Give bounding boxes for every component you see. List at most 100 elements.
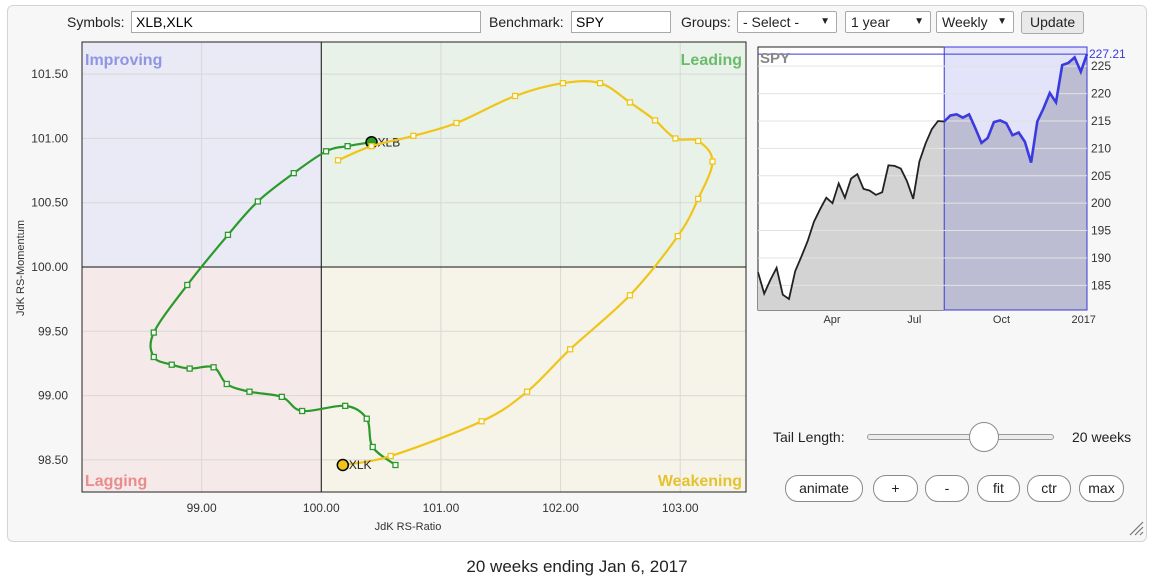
spy-y-tick-label: 205 xyxy=(1091,169,1111,183)
series-point-xlb xyxy=(246,388,253,395)
groups-select[interactable]: - Select - ▼ xyxy=(737,11,837,33)
series-point-xlb xyxy=(342,402,349,410)
series-point-xlb xyxy=(298,407,306,415)
series-point-xlb xyxy=(254,198,262,205)
series-point-xlk xyxy=(626,292,634,299)
rrg-x-tick-label: 99.00 xyxy=(187,501,217,515)
center-button[interactable]: ctr xyxy=(1027,475,1071,502)
symbols-input[interactable] xyxy=(131,11,481,33)
quadrant-label-leading: Leading xyxy=(681,52,742,69)
rrg-y-tick-label: 98.50 xyxy=(38,453,68,467)
series-point-xlb xyxy=(184,281,191,289)
series-point-xlk xyxy=(478,418,485,425)
series-point-xlk xyxy=(596,79,604,87)
groups-label: Groups: xyxy=(681,14,731,30)
spy-x-tick-label: Apr xyxy=(823,314,840,326)
spy-y-tick-label: 210 xyxy=(1091,141,1111,155)
quadrant-leading xyxy=(321,42,746,267)
series-point-xlb xyxy=(278,393,285,401)
quadrant-label-weakening: Weakening xyxy=(658,473,742,490)
max-button[interactable]: max xyxy=(1079,475,1124,502)
rrg-plot-frame xyxy=(81,41,747,493)
series-point-xlk xyxy=(511,92,519,100)
benchmark-input[interactable] xyxy=(571,11,671,33)
series-point-xlk xyxy=(651,117,659,124)
zoom-in-button[interactable]: + xyxy=(873,475,918,502)
series-point-xlb xyxy=(150,329,157,336)
series-point-xlk xyxy=(694,195,702,203)
quadrant-label-improving: Improving xyxy=(85,52,162,69)
spy-x-tick-label: Oct xyxy=(993,314,1010,326)
chevron-down-icon: ▼ xyxy=(914,16,924,27)
rrg-y-axis-label: JdK RS-Momentum xyxy=(15,220,27,316)
groups-select-value: - Select - xyxy=(743,14,800,30)
toolbar: Symbols: Benchmark: Groups: - Select - ▼… xyxy=(0,0,1154,40)
series-label-xlk: XLK xyxy=(349,458,372,472)
spy-x-tick-label: Jul xyxy=(907,314,921,326)
rrg-y-tick-label: 101.00 xyxy=(31,131,68,145)
spy-y-tick-label: 220 xyxy=(1091,87,1111,101)
spy-y-tick-label: 215 xyxy=(1091,114,1111,128)
chart-caption: 20 weeks ending Jan 6, 2017 xyxy=(466,557,688,576)
chevron-down-icon: ▼ xyxy=(820,16,830,27)
rrg-y-tick-label: 101.50 xyxy=(31,67,68,81)
series-line-xlb xyxy=(149,141,397,466)
frequency-select[interactable]: Weekly ▼ xyxy=(936,11,1014,33)
zoom-out-button[interactable]: - xyxy=(925,475,969,502)
rrg-y-ticks: 101.50 101.00 100.50 100.00 99.50 99.00 98.50 xyxy=(31,67,68,467)
period-select-value: 1 year xyxy=(851,14,890,30)
series-head-xlk[interactable] xyxy=(336,458,350,472)
frequency-select-value: Weekly xyxy=(942,14,988,30)
spy-x-tick-label: 2017 xyxy=(1071,314,1095,326)
spy-chart-body: 185 190 195 200 205 210 215 220 225 Apr Jul Oct 2017… xyxy=(757,46,1126,326)
spy-price-line xyxy=(757,120,945,301)
spy-y-tick-label: 195 xyxy=(1091,224,1111,238)
series-point-xlk xyxy=(672,135,679,142)
resize-handle-icon[interactable] xyxy=(1128,520,1144,536)
series-point-xlk xyxy=(334,157,342,164)
series-point-xlb xyxy=(224,231,232,239)
series-point-xlk xyxy=(626,99,634,106)
rrg-x-tick-label: 102.00 xyxy=(542,501,579,515)
tail-length-value: 20 weeks xyxy=(1072,429,1132,445)
series-point-xlk xyxy=(709,158,716,165)
series-point-xlb xyxy=(150,353,157,361)
series-point-xlb xyxy=(344,142,351,150)
rrg-x-tick-label: 101.00 xyxy=(423,501,460,515)
spy-tail-line xyxy=(943,53,1089,163)
fit-button[interactable]: fit xyxy=(977,475,1020,502)
tail-length-label: Tail Length: xyxy=(773,429,845,445)
spy-tail-window xyxy=(943,46,1088,311)
rrg-y-tick-label: 100.50 xyxy=(31,196,68,210)
tail-length-slider[interactable] xyxy=(867,422,1054,452)
rrg-y-tick-label: 99.50 xyxy=(38,324,68,338)
quadrant-label-lagging: Lagging xyxy=(85,473,147,490)
rrg-y-tick-label: 99.00 xyxy=(38,389,68,403)
update-button[interactable]: Update xyxy=(1021,11,1085,34)
rrg-y-tick-label: 100.00 xyxy=(31,260,68,274)
spy-y-tick-label: 185 xyxy=(1091,278,1111,292)
rrg-x-tick-label: 100.00 xyxy=(303,501,340,515)
animate-button[interactable]: animate xyxy=(785,475,863,502)
series-point-xlb xyxy=(369,443,376,451)
series-point-xlk xyxy=(559,79,567,87)
series-point-xlk xyxy=(410,132,417,140)
tail-length-slider-thumb[interactable] xyxy=(969,422,1000,452)
symbols-label: Symbols: xyxy=(67,14,125,30)
period-select[interactable]: 1 year ▼ xyxy=(845,11,931,33)
spy-y-tick-label: 200 xyxy=(1091,196,1111,210)
series-point-xlk xyxy=(674,232,681,240)
series-point-xlb xyxy=(392,461,399,469)
series-point-xlb xyxy=(186,365,193,372)
spy-chart: 185 190 195 200 205 210 215 220 225 Apr Jul Oct 2017… xyxy=(757,46,1126,326)
series-point-xlk xyxy=(368,142,375,150)
spy-y-tick-label: 225 xyxy=(1091,59,1111,73)
series-point-xlk xyxy=(387,452,394,460)
rrg-x-tick-label: 103.00 xyxy=(662,501,699,515)
rrg-chart: Improving Leading Lagging Weakening 99.0… xyxy=(15,41,747,533)
series-point-xlk xyxy=(694,137,702,145)
series-point-xlk xyxy=(566,346,574,353)
series-point-xlk xyxy=(453,119,460,127)
spy-y-tick-label: 190 xyxy=(1091,251,1111,265)
